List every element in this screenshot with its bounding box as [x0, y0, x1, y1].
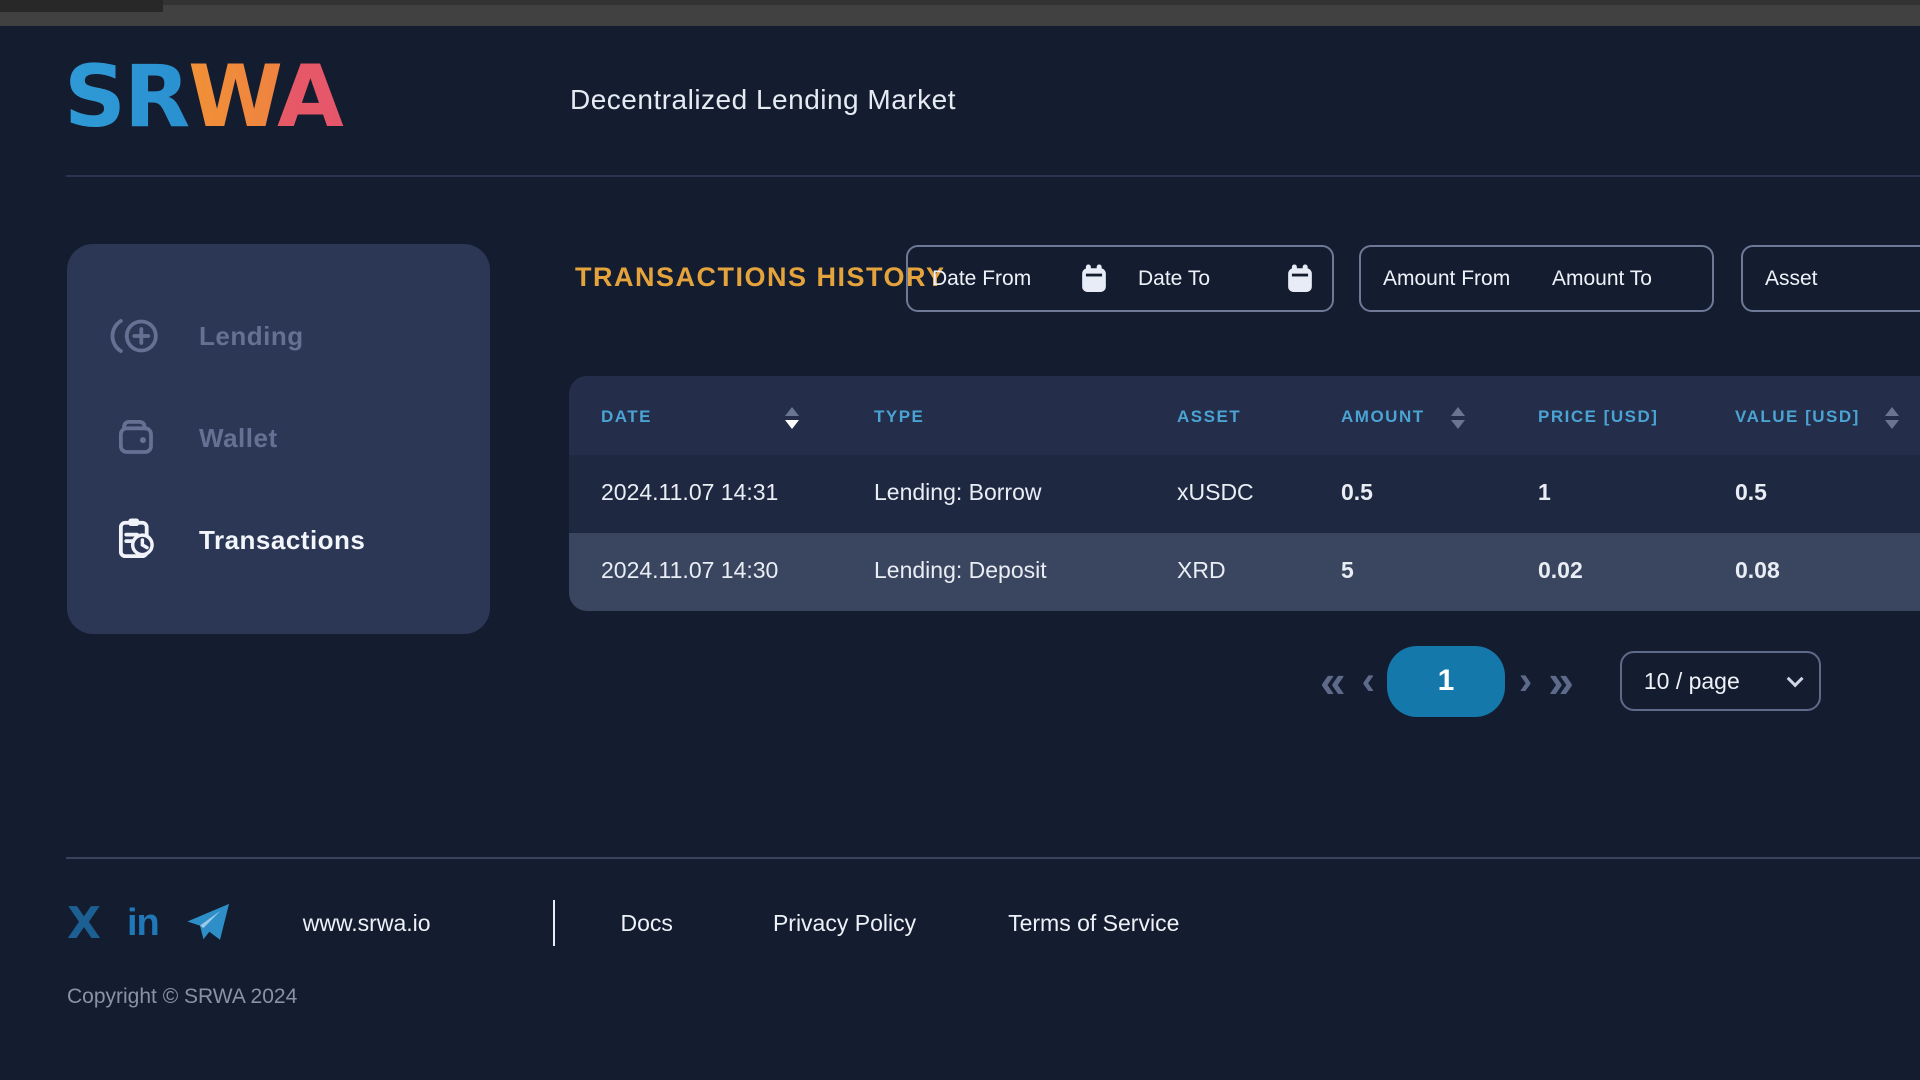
asset-placeholder: Asset — [1765, 266, 1818, 290]
cell-date: 2024.11.07 14:31 — [601, 479, 779, 505]
last-page-button[interactable]: » — [1548, 655, 1574, 707]
calendar-icon[interactable] — [1080, 263, 1108, 294]
header-divider — [66, 175, 1920, 177]
cell-date: 2024.11.07 14:30 — [601, 557, 779, 583]
next-page-button[interactable]: › — [1518, 659, 1533, 703]
page-title: Decentralized Lending Market — [570, 84, 956, 115]
cell-type: Lending: Deposit — [874, 557, 1047, 583]
amount-to-placeholder[interactable]: Amount To — [1551, 266, 1652, 290]
cell-amount: 5 — [1341, 557, 1354, 583]
sidebar-item-transactions[interactable]: Transactions — [109, 504, 490, 576]
col-header-value[interactable]: VALUE [USD] — [1735, 407, 1860, 426]
footer-vertical-divider — [552, 900, 555, 946]
page-size-value: 10 / page — [1643, 667, 1740, 694]
docs-link[interactable]: Docs — [620, 909, 673, 936]
prev-page-button[interactable]: ‹ — [1361, 659, 1375, 703]
srwa-logo[interactable]: SRWA — [64, 47, 394, 147]
cell-price: 0.02 — [1538, 557, 1583, 583]
sidebar-item-label: Wallet — [199, 422, 278, 453]
sidebar-item-wallet[interactable]: Wallet — [109, 402, 490, 474]
sort-icon-date[interactable] — [785, 407, 799, 429]
col-header-type[interactable]: TYPE — [874, 407, 925, 426]
pagination: « ‹ 1 › » 10 / page — [1320, 645, 1821, 717]
col-header-date[interactable]: DATE — [601, 407, 653, 426]
lending-plus-icon — [110, 319, 158, 353]
cell-type: Lending: Borrow — [874, 479, 1042, 505]
sidebar-item-lending[interactable]: Lending — [109, 300, 490, 372]
col-header-amount[interactable]: AMOUNT — [1341, 407, 1425, 426]
sort-icon-amount[interactable] — [1451, 407, 1465, 429]
section-title: TRANSACTIONS HISTORY — [575, 262, 946, 292]
table-row[interactable]: 2024.11.07 14:30 Lending: Deposit XRD 5 … — [569, 533, 1920, 611]
asset-filter[interactable]: Asset — [1741, 245, 1920, 312]
srwa-logo-icon: SRWA — [64, 47, 346, 147]
cell-asset: xUSDC — [1177, 479, 1254, 505]
page-size-select[interactable]: 10 / page — [1619, 651, 1821, 711]
window-tab-shadow — [0, 0, 163, 12]
table-row[interactable]: 2024.11.07 14:31 Lending: Borrow xUSDC 0… — [569, 455, 1920, 533]
col-header-price[interactable]: PRICE [USD] — [1538, 407, 1659, 426]
date-from-placeholder: Date From — [932, 266, 1032, 290]
website-link[interactable]: www.srwa.io — [302, 909, 431, 936]
cell-amount: 0.5 — [1341, 479, 1373, 505]
sidebar-nav: Lending Wallet Transactions — [67, 244, 490, 634]
cell-price: 1 — [1538, 479, 1551, 505]
sort-icon-value[interactable] — [1885, 407, 1899, 429]
sidebar-item-label: Transactions — [199, 524, 366, 555]
copyright-text: Copyright © SRWA 2024 — [67, 985, 298, 1008]
wallet-icon — [118, 419, 153, 454]
table-header-row: DATE TYPE ASSET AMOUNT PRICE [USD] VALUE… — [569, 376, 1920, 455]
current-page-button[interactable]: 1 — [1386, 645, 1505, 717]
footer: X in www.srwa.io Docs Privacy Policy Ter… — [67, 895, 1179, 951]
col-header-asset[interactable]: ASSET — [1177, 407, 1242, 426]
transactions-table: DATE TYPE ASSET AMOUNT PRICE [USD] VALUE… — [569, 376, 1920, 611]
first-page-button[interactable]: « — [1320, 655, 1346, 707]
date-from-field[interactable]: Date From — [932, 263, 1108, 294]
svg-text:SRWA: SRWA — [64, 52, 344, 142]
chevron-down-icon — [1786, 670, 1804, 688]
sidebar-item-label: Lending — [199, 320, 304, 351]
footer-divider — [66, 857, 1920, 859]
amount-range-filter: Amount From Amount To — [1359, 245, 1714, 312]
telegram-icon[interactable] — [185, 902, 231, 944]
window-top-strip — [0, 0, 1920, 26]
x-icon[interactable]: X — [67, 897, 101, 949]
date-to-placeholder: Date To — [1138, 266, 1210, 290]
terms-of-service-link[interactable]: Terms of Service — [1008, 909, 1180, 936]
transactions-clipboard-clock-icon — [118, 518, 154, 559]
window-edge — [163, 0, 1920, 5]
amount-from-placeholder[interactable]: Amount From — [1383, 266, 1511, 290]
privacy-policy-link[interactable]: Privacy Policy — [772, 909, 917, 936]
cell-value: 0.08 — [1735, 557, 1780, 583]
cell-value: 0.5 — [1735, 479, 1767, 505]
date-to-field[interactable]: Date To — [1138, 263, 1314, 294]
linkedin-icon[interactable]: in — [126, 901, 160, 944]
social-links: X in — [67, 898, 231, 949]
calendar-icon[interactable] — [1286, 263, 1314, 294]
cell-asset: XRD — [1177, 557, 1226, 583]
date-range-filter: Date From Date To — [906, 245, 1334, 312]
